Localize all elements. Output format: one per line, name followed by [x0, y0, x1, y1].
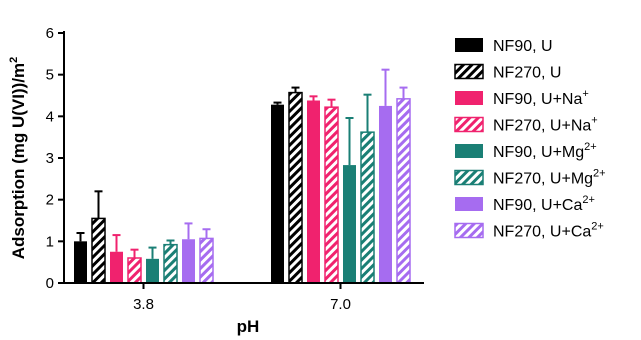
bar [74, 241, 87, 283]
y-axis-title: Adsorption (mg U(VI))/m2 [8, 57, 28, 260]
bar [396, 98, 411, 284]
y-tick-label: 5 [46, 67, 54, 84]
y-tick-label: 3 [46, 150, 54, 167]
bar [199, 237, 214, 284]
bar [324, 106, 339, 284]
bar [91, 217, 106, 284]
legend-label: NF270, U+Na+ [493, 115, 598, 135]
y-tick-label: 2 [46, 192, 54, 209]
plot-area [74, 68, 411, 284]
y-tick-label: 1 [46, 233, 54, 250]
legend-swatch [454, 169, 484, 186]
legend: NF90, U NF270, U NF90, U+Na+ NF270, U+Na+ NF… [454, 38, 606, 241]
y-tick-label: 0 [46, 275, 54, 292]
legend-swatch [454, 222, 484, 239]
x-axis-title: pH [237, 317, 260, 336]
legend-swatch [455, 197, 483, 211]
bar [307, 100, 320, 283]
legend-label: NF90, U+Na+ [493, 88, 589, 108]
axes: 0 1 2 3 4 5 6 3.8 7.0 pH Adsorption (mg U(VI))/m2 [8, 25, 424, 336]
bar [379, 105, 392, 284]
bar [288, 91, 303, 284]
legend-swatch [455, 144, 483, 158]
legend-swatch [455, 91, 483, 105]
legend-label: NF270, U+Mg2+ [493, 168, 606, 188]
legend-label: NF90, U [493, 38, 553, 55]
legend-swatch [454, 63, 484, 80]
legend-label: NF90, U+Ca2+ [493, 194, 595, 214]
bar [343, 165, 356, 283]
legend-label: NF270, U+Ca2+ [493, 221, 604, 241]
bar [110, 251, 123, 283]
legend-label: NF270, U [493, 65, 561, 82]
legend-swatch [455, 38, 483, 52]
bar [182, 239, 195, 283]
y-tick-label: 6 [46, 25, 54, 42]
bar [127, 257, 142, 284]
bar [360, 131, 375, 284]
x-tick-label: 3.8 [133, 296, 154, 313]
bar [146, 258, 159, 283]
legend-swatch [454, 116, 484, 133]
bar [163, 243, 178, 284]
x-tick-label: 7.0 [330, 296, 351, 313]
bar [271, 104, 284, 284]
y-tick-label: 4 [46, 108, 54, 125]
legend-label: NF90, U+Mg2+ [493, 141, 597, 161]
